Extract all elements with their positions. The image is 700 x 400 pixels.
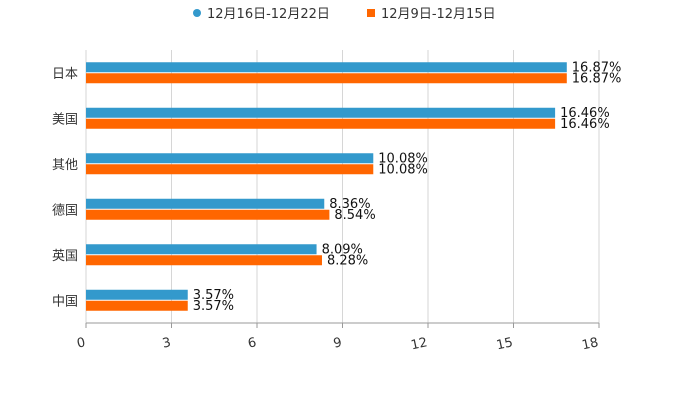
data-label: 16.87%: [572, 60, 622, 75]
bar[interactable]: [86, 289, 188, 300]
legend-marker-circle[interactable]: [193, 9, 201, 17]
legend-label[interactable]: 12月9日-12月15日: [381, 7, 496, 22]
bar[interactable]: [86, 198, 325, 209]
category-label: 其他: [52, 158, 78, 173]
bar[interactable]: [86, 164, 374, 175]
data-label: 3.57%: [193, 299, 234, 314]
bar[interactable]: [86, 73, 567, 84]
data-label: 16.46%: [560, 117, 610, 132]
bar[interactable]: [86, 62, 567, 73]
category-label: 中国: [52, 294, 78, 309]
data-label: 8.54%: [334, 208, 375, 223]
bar[interactable]: [86, 209, 330, 220]
data-label: 8.36%: [329, 197, 370, 212]
data-label: 8.28%: [327, 253, 368, 268]
x-tick-label: 9: [332, 335, 343, 351]
x-tick-label: 18: [581, 335, 600, 353]
category-label: 日本: [52, 67, 78, 82]
x-tick-label: 15: [495, 335, 514, 353]
x-tick-label: 12: [410, 335, 429, 353]
data-label: 8.09%: [322, 242, 363, 257]
category-label: 美国: [52, 112, 78, 127]
data-label: 10.08%: [378, 151, 428, 166]
x-tick-label: 0: [76, 335, 87, 351]
bar[interactable]: [86, 118, 556, 129]
data-label: 10.08%: [378, 162, 428, 177]
bar[interactable]: [86, 300, 188, 311]
bar[interactable]: [86, 107, 556, 118]
data-label: 3.57%: [193, 288, 234, 303]
category-label: 德国: [52, 203, 78, 218]
category-label: 英国: [52, 249, 78, 264]
data-label: 16.46%: [560, 106, 610, 121]
x-tick-label: 3: [161, 335, 172, 351]
bar[interactable]: [86, 255, 322, 266]
legend-marker-square[interactable]: [367, 9, 375, 17]
legend-label[interactable]: 12月16日-12月22日: [207, 7, 330, 22]
data-label: 16.87%: [572, 71, 622, 86]
bar[interactable]: [86, 153, 374, 164]
x-tick-label: 6: [247, 335, 258, 351]
bar[interactable]: [86, 244, 317, 255]
